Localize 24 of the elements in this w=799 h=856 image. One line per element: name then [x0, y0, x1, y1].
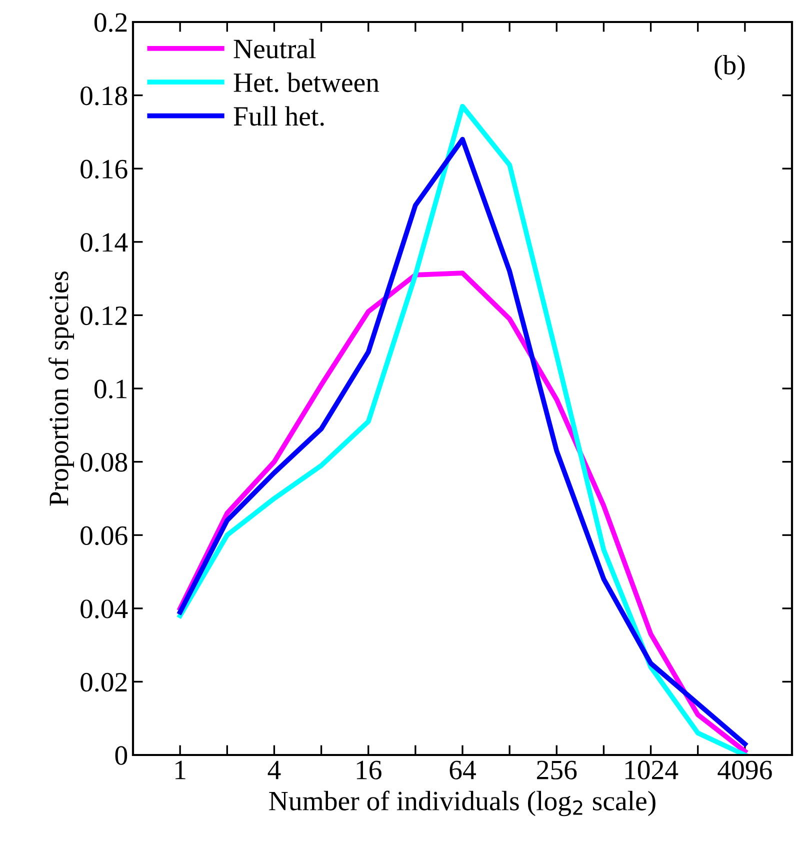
x-tick-label: 16 — [356, 760, 382, 780]
x-axis-title: Number of individuals (log$_{2}$ scale) — [269, 790, 656, 816]
x-tick-label: 4096 — [718, 760, 772, 780]
y-tick-label: 0.14 — [80, 233, 128, 252]
y-tick-label: 0.1 — [94, 380, 126, 399]
x-tick-label: 1 — [176, 760, 186, 780]
x-tick-label: 64 — [450, 760, 476, 780]
x-tick-label: 256 — [537, 760, 577, 780]
y-tick-label: 0.06 — [80, 526, 128, 546]
y-tick-label: 0.16 — [80, 160, 128, 179]
y-tick-label: 0.12 — [80, 306, 127, 326]
legend-label: Full het. — [234, 106, 324, 126]
x-tick-label: 1024 — [625, 760, 678, 780]
y-tick-label: 0.02 — [80, 672, 127, 692]
y-tick-label: 0.18 — [80, 86, 128, 106]
y-tick-label: 0.2 — [94, 13, 127, 32]
annotation: (b) — [714, 54, 745, 80]
y-tick-label: 0 — [115, 746, 128, 765]
legend-label: Het. between — [234, 72, 380, 92]
x-tick-label: 4 — [268, 760, 281, 780]
legend-label: Neutral — [234, 38, 316, 58]
y-tick-label: 0.04 — [80, 600, 128, 618]
y-axis-title: Proportion of species — [48, 271, 74, 506]
y-tick-label: 0.08 — [80, 452, 128, 472]
